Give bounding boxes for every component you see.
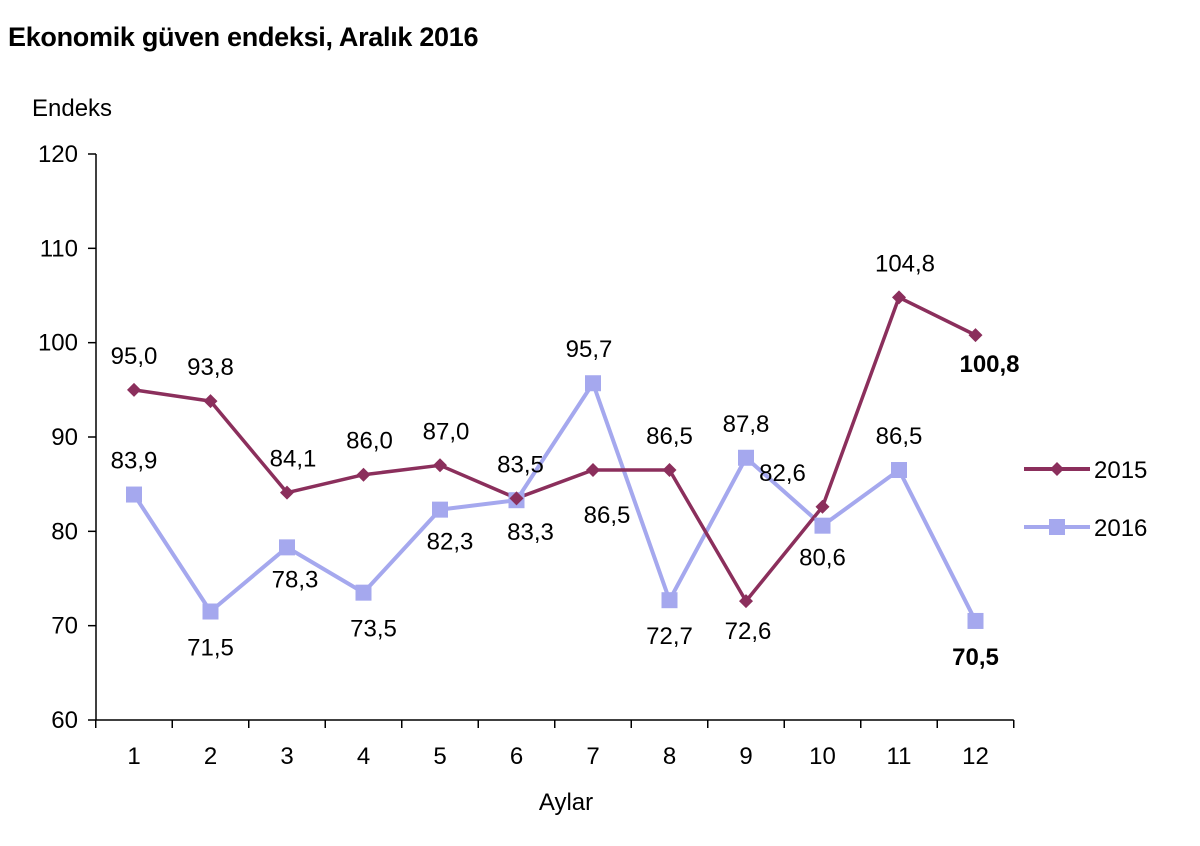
series-line-2015 (133, 295, 977, 603)
data-label-2016-9: 87,8 (723, 411, 770, 438)
marker-2015-2 (203, 394, 218, 409)
legend-label-2016: 2016 (1094, 515, 1147, 542)
data-label-2016-4: 73,5 (350, 616, 397, 643)
data-label-2016-10: 80,6 (799, 545, 846, 572)
x-tick-label: 12 (962, 743, 989, 770)
x-axis-label: Aylar (539, 789, 593, 816)
marker-2015-12 (968, 328, 983, 343)
marker-2016-5 (432, 501, 448, 518)
marker-2016-7 (585, 375, 601, 392)
marker-2015-11 (892, 290, 906, 305)
legend: 2015 2016 (1024, 457, 1147, 542)
marker-2015-9 (739, 594, 753, 609)
y-axis-label: Endeks (32, 95, 112, 122)
x-tick-label: 3 (280, 743, 293, 770)
x-tick-label: 11 (887, 743, 912, 770)
series-line-2016 (132, 381, 978, 622)
x-tick-label: 4 (357, 743, 370, 770)
y-tick-label: 110 (40, 235, 78, 262)
y-tick-label: 60 (51, 707, 78, 734)
x-tick-label: 1 (127, 743, 140, 770)
data-label-2015-10: 82,6 (759, 460, 806, 487)
data-label-2015-5: 87,0 (423, 418, 470, 445)
data-label-2016-2: 71,5 (187, 635, 234, 662)
marker-2016-8 (661, 592, 678, 609)
data-label-2015-9: 72,6 (725, 618, 772, 645)
x-tick-label: 5 (433, 743, 446, 770)
data-label-2016-7: 95,7 (566, 336, 613, 363)
data-label-2015-11: 104,8 (875, 250, 935, 277)
marker-2016-12 (967, 612, 984, 629)
x-tick-label: 8 (663, 743, 676, 770)
data-label-2015-12: 100,8 (959, 351, 1019, 378)
x-tick-label: 9 (739, 743, 752, 770)
legend-marker-2015 (1050, 462, 1064, 476)
marker-2015-3 (280, 485, 294, 500)
data-label-2016-3: 78,3 (272, 566, 319, 593)
data-label-2016-11: 86,5 (876, 423, 923, 450)
data-label-2016-8: 72,7 (646, 623, 693, 650)
data-label-2016-6: 83,3 (507, 519, 554, 546)
marker-2016-9 (738, 449, 754, 466)
y-tick-label: 70 (51, 613, 78, 640)
y-tick-label: 80 (51, 518, 78, 545)
chart-title: Ekonomik güven endeksi, Aralık 2016 (8, 22, 479, 52)
marker-2016-4 (355, 584, 372, 601)
x-tick-label: 6 (510, 743, 523, 770)
data-label-2015-4: 86,0 (346, 428, 393, 455)
data-label-2016-1: 83,9 (111, 448, 158, 475)
x-tick-label: 10 (809, 743, 836, 770)
y-tick-label: 90 (51, 424, 78, 451)
data-label-2015-7: 86,5 (584, 502, 631, 529)
marker-2015-10 (815, 499, 830, 514)
marker-2016-11 (891, 462, 907, 479)
marker-2016-10 (814, 517, 831, 534)
y-tick-label: 120 (38, 141, 78, 168)
x-tick-label: 7 (586, 743, 599, 770)
data-labels: 95,0 93,8 84,1 86,0 87,0 83,5 86,5 86,5 72,6 82,6… (111, 250, 1020, 671)
marker-2015-1 (127, 382, 141, 397)
marker-2016-2 (202, 603, 219, 620)
marker-2015-7 (586, 463, 600, 478)
marker-2015-5 (433, 458, 447, 473)
data-label-2015-3: 84,1 (270, 446, 317, 473)
marker-2016-1 (126, 486, 142, 503)
marker-2015-4 (356, 467, 371, 482)
legend-label-2015: 2015 (1094, 457, 1147, 484)
data-label-2015-6: 83,5 (497, 451, 544, 478)
x-tick-label: 2 (204, 743, 217, 770)
data-label-2016-12: 70,5 (952, 644, 999, 671)
data-label-2016-5: 82,3 (427, 529, 474, 556)
series-lines (132, 295, 978, 622)
legend-marker-2016 (1049, 519, 1065, 535)
y-tick-label: 100 (38, 330, 78, 357)
data-label-2015-2: 93,8 (187, 354, 234, 381)
data-label-2015-1: 95,0 (111, 343, 158, 370)
data-label-2015-8: 86,5 (646, 423, 693, 450)
marker-2015-8 (662, 463, 677, 478)
marker-2015-6 (509, 491, 524, 506)
marker-2016-3 (279, 539, 295, 556)
series-markers (126, 290, 984, 629)
